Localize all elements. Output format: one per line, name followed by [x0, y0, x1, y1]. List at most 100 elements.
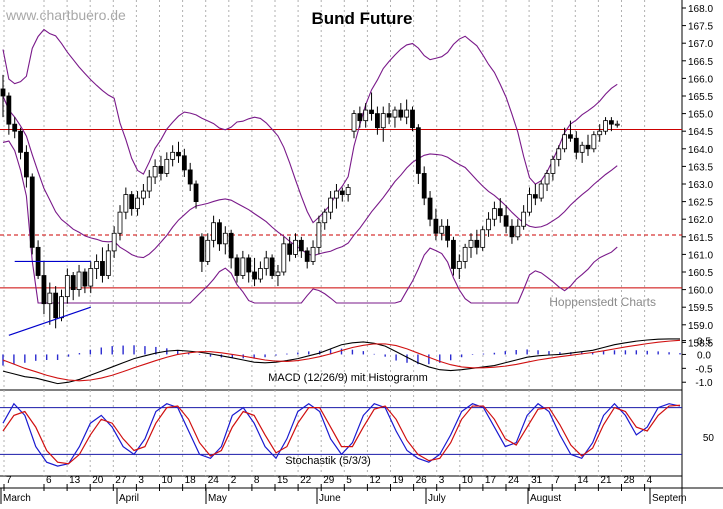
- price-tick-label: 164.5: [688, 127, 713, 138]
- candle-body: [29, 176, 35, 248]
- candle-body: [53, 292, 59, 319]
- price-y-ticks: 168.0 167.5 167.0 166.5 166.0 165.5 165.0 164.5…: [682, 4, 713, 349]
- month-label: May: [208, 493, 227, 504]
- candle-body: [445, 225, 451, 241]
- candle-body: [503, 215, 509, 227]
- month-label: August: [530, 493, 561, 504]
- bollinger-lower-band: [2, 140, 618, 304]
- candle-body: [392, 109, 398, 118]
- candle-body: [41, 275, 47, 305]
- candle-body: [47, 292, 53, 305]
- price-tick-label: 160.0: [688, 286, 713, 297]
- candle-body: [59, 296, 64, 319]
- x-tick-label: 15: [277, 475, 289, 486]
- candle-body: [556, 148, 562, 160]
- month-label: Septem: [652, 493, 686, 504]
- candle-body: [474, 239, 480, 248]
- candle-body: [328, 197, 334, 213]
- x-axis: 7 6 13 20 27 3 10 18 24 2 8 15 22 29 5 12 19 26 3 10 17 24 31 7…: [0, 475, 686, 504]
- candle-body: [322, 211, 328, 224]
- price-tick-label: 161.5: [688, 233, 713, 244]
- candle-body: [76, 271, 82, 291]
- x-tick-label: 29: [323, 475, 335, 486]
- candle-body: [451, 239, 456, 269]
- price-tick-label: 159.0: [688, 321, 713, 332]
- x-tick-label: 14: [577, 475, 589, 486]
- macd-tick-label: 0.0: [697, 350, 711, 361]
- price-tick-label: 165.5: [688, 92, 713, 103]
- month-label: June: [319, 493, 341, 504]
- candle-body: [193, 183, 199, 203]
- candle-body: [269, 257, 275, 276]
- macd-line: [2, 338, 680, 385]
- candle-body: [415, 127, 421, 174]
- candle-body: [351, 113, 357, 132]
- candle-body: [263, 257, 269, 269]
- candle-body: [591, 134, 597, 150]
- candle-body: [614, 123, 620, 126]
- candle-body: [111, 232, 117, 252]
- candles: [0, 74, 620, 329]
- candle-body: [509, 225, 515, 238]
- candle-body: [597, 130, 603, 136]
- x-tick-label: 26: [416, 475, 428, 486]
- macd-tick-label: -0.5: [695, 364, 713, 375]
- candle-body: [486, 218, 491, 231]
- price-tick-label: 166.5: [688, 57, 713, 68]
- candle-body: [117, 211, 123, 234]
- candle-body: [562, 134, 567, 150]
- candle-body: [433, 218, 439, 234]
- candle-body: [205, 239, 211, 262]
- chart-title: Bund Future: [311, 9, 412, 28]
- macd-label: MACD (12/26/9) mit Histogramm: [268, 372, 428, 384]
- price-tick-label: 166.0: [688, 74, 713, 85]
- price-tick-label: 167.0: [688, 39, 713, 50]
- candle-body: [70, 275, 76, 290]
- candle-body: [550, 158, 556, 174]
- candle-body: [164, 158, 170, 174]
- x-tick-label: 3: [138, 475, 144, 486]
- candle-body: [211, 222, 217, 241]
- price-tick-label: 163.0: [688, 180, 713, 191]
- candle-body: [170, 151, 176, 160]
- x-tick-label: 10: [162, 475, 174, 486]
- price-tick-label: 167.5: [688, 22, 713, 33]
- x-tick-label: 8: [254, 475, 260, 486]
- candle-body: [100, 261, 105, 276]
- macd-tick-label: 0.5: [697, 337, 711, 348]
- candle-body: [287, 243, 293, 255]
- bollinger-bands: [2, 28, 618, 304]
- candle-body: [585, 144, 591, 150]
- candle-body: [374, 113, 380, 129]
- candle-body: [64, 275, 70, 298]
- x-tick-label: 10: [462, 475, 474, 486]
- x-tick-label: 2: [231, 475, 237, 486]
- candle-body: [298, 239, 304, 252]
- stoch-k-line: [2, 402, 681, 467]
- x-tick-label: 12: [369, 475, 381, 486]
- x-tick-label: 17: [485, 475, 497, 486]
- candle-body: [363, 109, 369, 122]
- candle-body: [304, 250, 310, 262]
- candle-body: [199, 236, 205, 262]
- candle-body: [544, 173, 550, 185]
- candle-body: [187, 169, 193, 185]
- x-tick-label: 6: [46, 475, 52, 486]
- candle-body: [468, 239, 474, 248]
- trend-lines: [8, 260, 91, 336]
- price-tick-label: 158.5: [688, 338, 713, 349]
- trend-line: [8, 306, 91, 336]
- candle-body: [491, 208, 497, 220]
- price-tick-label: 164.0: [688, 145, 713, 156]
- candle-body: [310, 246, 316, 262]
- x-tick-label: 20: [92, 475, 104, 486]
- candle-body: [82, 271, 88, 287]
- candle-body: [497, 208, 503, 217]
- x-tick-label: 21: [600, 475, 612, 486]
- candle-body: [222, 232, 228, 245]
- x-tick-label: 22: [300, 475, 312, 486]
- candle-body: [228, 232, 234, 259]
- candle-body: [152, 165, 158, 178]
- x-tick-label: 28: [624, 475, 636, 486]
